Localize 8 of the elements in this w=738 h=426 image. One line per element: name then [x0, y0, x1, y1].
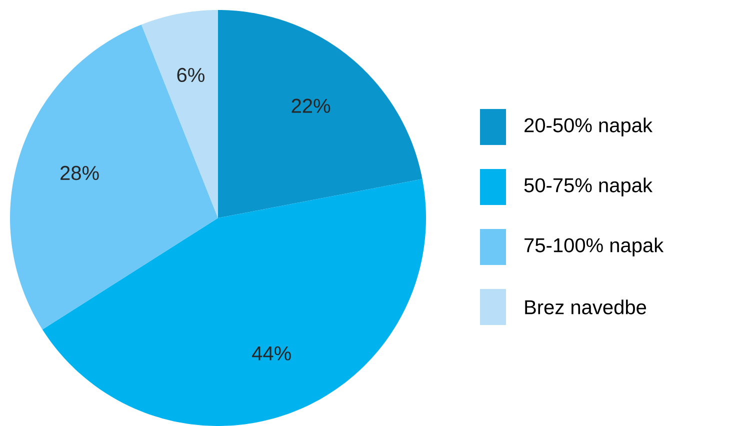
legend-label: 20-50% napak — [524, 118, 652, 136]
legend-label: 75-100% napak — [524, 238, 664, 256]
legend-label: Brez navedbe — [525, 300, 646, 314]
data-label: 28% — [60, 166, 99, 180]
data-label: 44% — [252, 346, 291, 360]
legend-label: 50-75% napak — [524, 178, 652, 196]
data-label: 6% — [177, 68, 204, 82]
data-label: 22% — [292, 98, 330, 113]
